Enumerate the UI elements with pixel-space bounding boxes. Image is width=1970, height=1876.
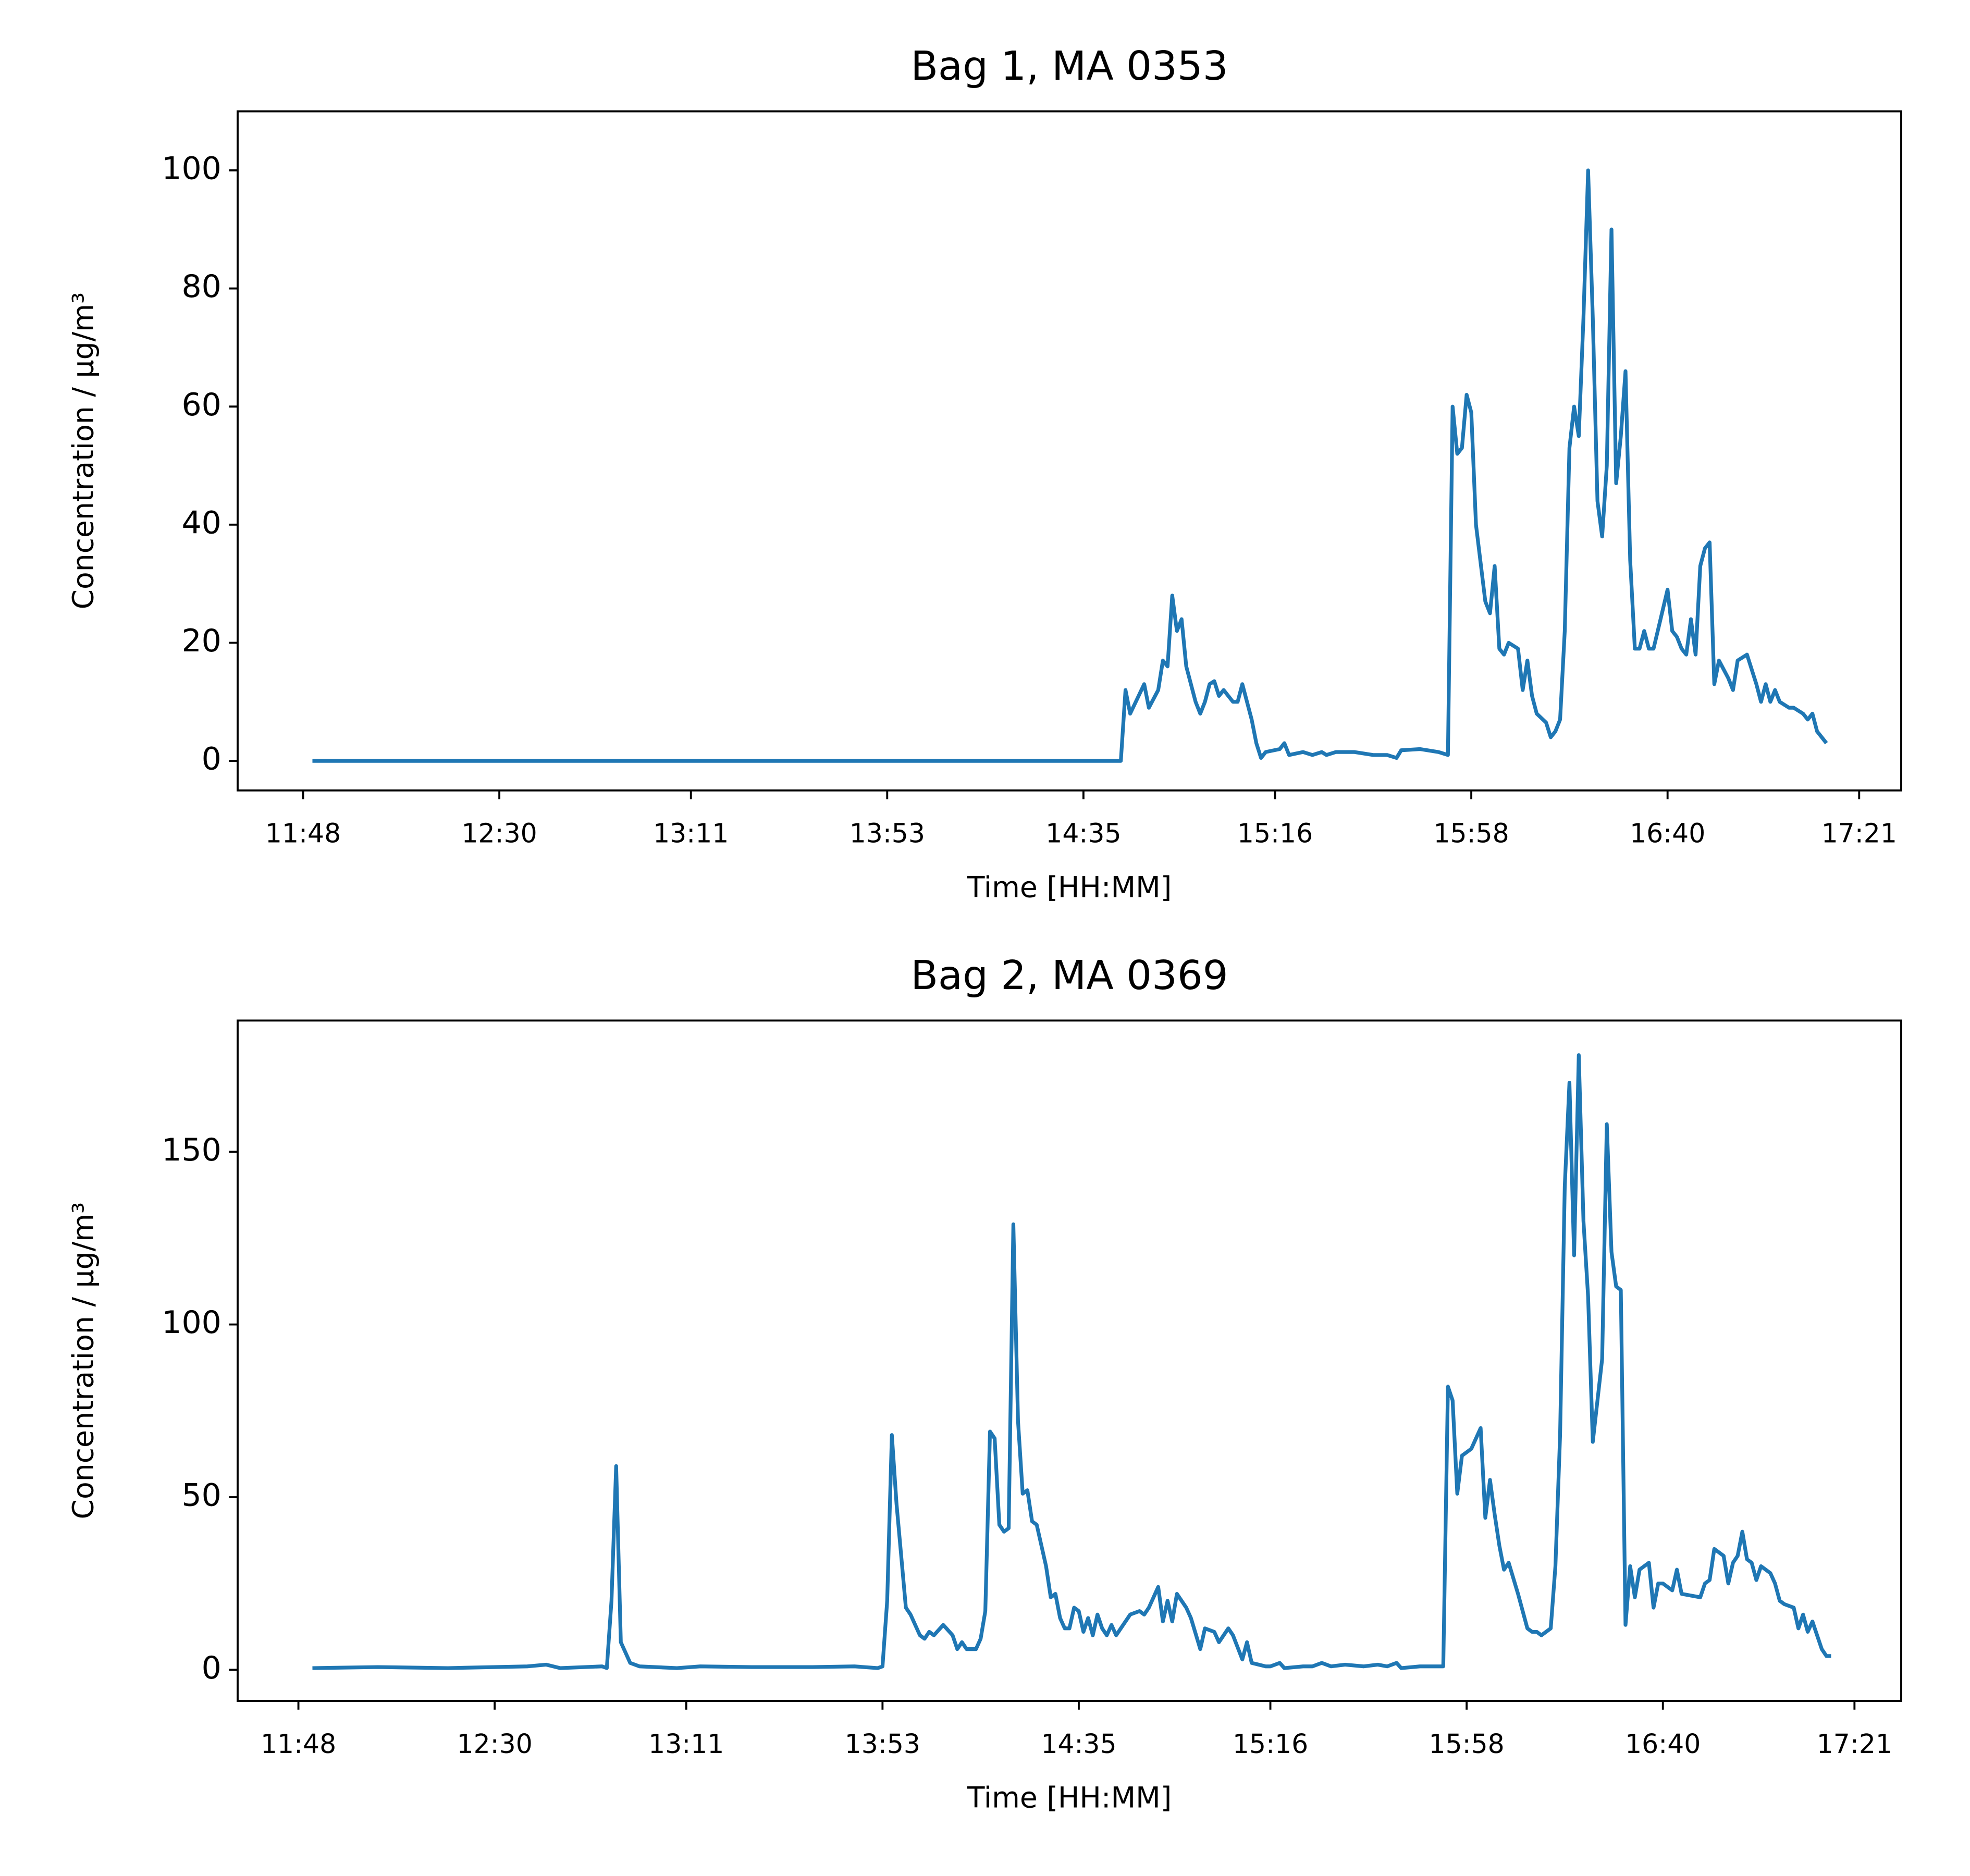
y-tick-label: 100 <box>162 1304 221 1341</box>
y-tick-label: 0 <box>202 1650 221 1686</box>
chart-title: Bag 1, MA 0353 <box>910 43 1228 90</box>
x-tick-label: 12:30 <box>457 1729 533 1759</box>
x-tick-label: 13:53 <box>845 1729 920 1759</box>
x-tick-label: 17:21 <box>1817 1729 1892 1759</box>
y-tick-label: 0 <box>202 741 221 777</box>
plot-frame <box>237 1019 1902 1702</box>
x-axis-label: Time [HH:MM] <box>967 1782 1172 1815</box>
x-tick-label: 11:48 <box>265 818 341 849</box>
x-tick-label: 16:40 <box>1625 1729 1701 1759</box>
x-tick-label: 13:53 <box>849 818 925 849</box>
x-axis-label: Time [HH:MM] <box>967 871 1172 905</box>
x-tick-label: 15:16 <box>1237 818 1313 849</box>
x-tick-label: 14:35 <box>1041 1729 1116 1759</box>
x-tick-label: 16:40 <box>1630 818 1705 849</box>
y-axis-label: Concentration / μg/m³ <box>67 292 100 610</box>
chart-title: Bag 2, MA 0369 <box>910 953 1228 999</box>
x-tick-label: 15:58 <box>1429 1729 1505 1759</box>
y-tick-label: 80 <box>181 268 221 305</box>
y-tick-label: 60 <box>181 387 221 423</box>
x-tick-label: 12:30 <box>462 818 537 849</box>
y-tick-label: 50 <box>181 1477 221 1514</box>
y-tick-label: 150 <box>162 1132 221 1168</box>
x-tick-label: 15:58 <box>1433 818 1509 849</box>
y-tick-label: 100 <box>162 151 221 187</box>
y-tick-label: 40 <box>181 504 221 541</box>
x-tick-label: 13:11 <box>653 818 729 849</box>
data-line <box>312 168 1828 763</box>
x-tick-label: 11:48 <box>261 1729 336 1759</box>
data-line <box>312 1053 1831 1670</box>
y-tick-label: 20 <box>181 623 221 659</box>
plot-frame <box>237 110 1902 792</box>
x-tick-label: 14:35 <box>1045 818 1121 849</box>
x-tick-label: 13:11 <box>648 1729 724 1759</box>
x-tick-label: 17:21 <box>1821 818 1897 849</box>
y-axis-label: Concentration / μg/m³ <box>67 1202 100 1520</box>
x-tick-label: 15:16 <box>1233 1729 1308 1759</box>
